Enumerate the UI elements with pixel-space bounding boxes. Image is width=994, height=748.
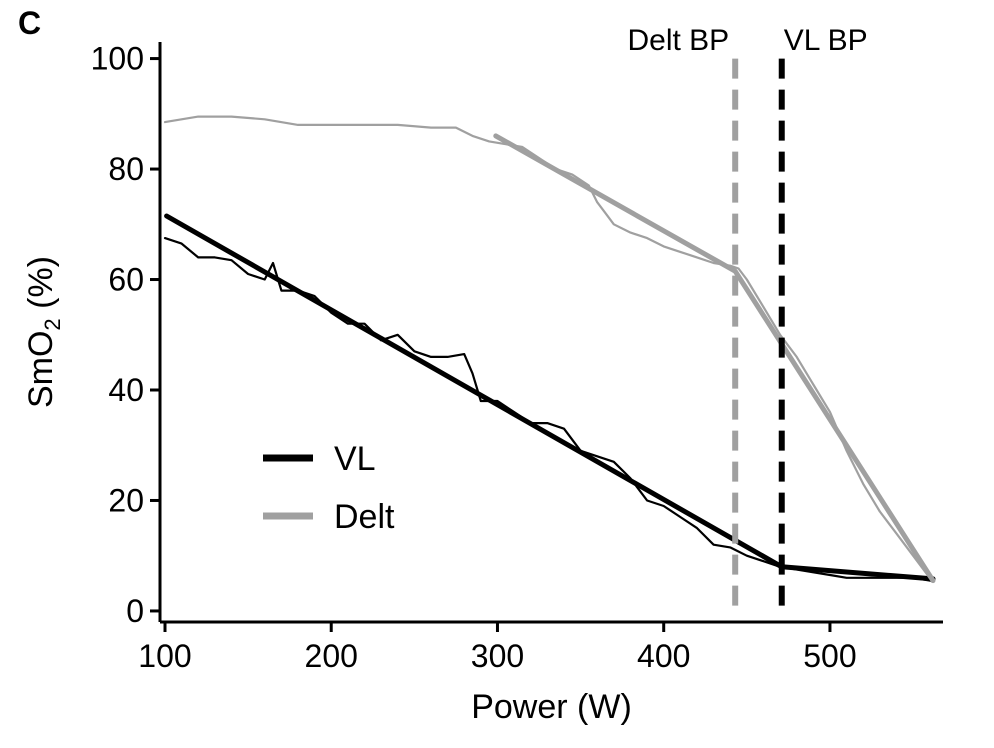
y-axis-title-main: SmO [22,331,60,408]
delt-line [163,115,935,582]
y-tick-label: 60 [108,262,144,298]
y-tick-label: 20 [108,482,144,518]
x-tick-label: 100 [138,638,191,674]
y-axis-title-suffix: (%) [22,256,60,318]
legend-label: Delt [334,498,395,536]
breakpoint-label: VL BP [784,24,868,57]
plot-area [163,115,936,584]
x-tick-label: 400 [637,638,690,674]
legend: VL Delt [263,440,395,536]
delt-fit-line [493,133,936,584]
x-tick-label: 300 [471,638,524,674]
y-tick-label: 0 [126,593,144,629]
y-tick-label: 100 [91,41,144,77]
vl-line [163,237,935,582]
y-tick-label: 80 [108,151,144,187]
x-axis-title: Power (W) [471,688,632,726]
x-tick-label: 500 [803,638,856,674]
axes [158,42,943,624]
y-axis-title-subscript: 2 [40,318,65,330]
legend-label: VL [334,440,376,478]
y-axis-title: SmO2 (%) [22,256,65,408]
panel-label: C [18,5,41,41]
x-tick-label: 200 [305,638,358,674]
y-ticks: 0 20 40 60 80 100 [91,41,160,629]
breakpoint-lines: Delt BP VL BP [627,24,868,608]
breakpoint-label: Delt BP [627,24,729,57]
x-ticks: 100 200 300 400 500 [138,622,857,674]
y-tick-label: 40 [108,372,144,408]
